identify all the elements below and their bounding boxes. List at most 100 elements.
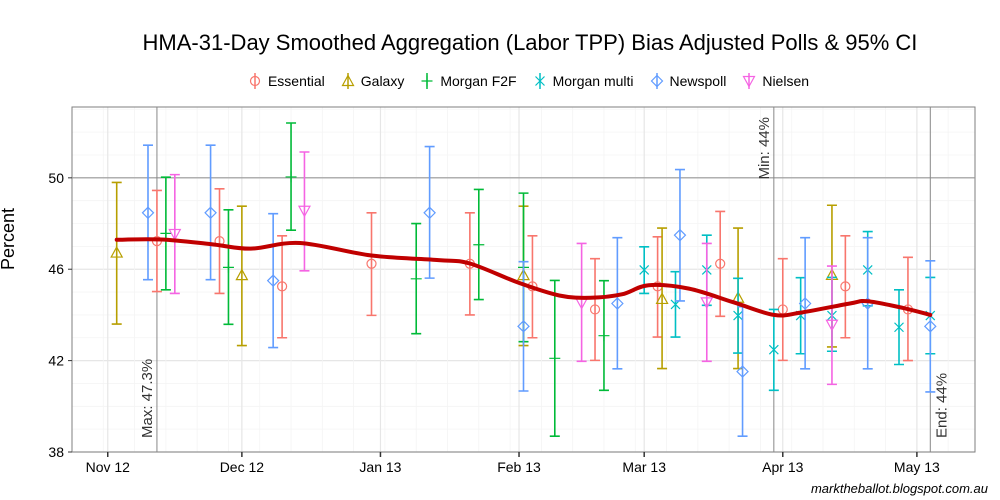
data-point [894, 288, 905, 366]
error-bar [299, 151, 310, 272]
smoothed-trend-line [114, 237, 933, 318]
data-point [168, 173, 182, 295]
point-marker [894, 322, 904, 333]
error-bar [674, 168, 685, 302]
data-point [589, 257, 601, 362]
error-bar [111, 181, 122, 325]
data-point [673, 168, 687, 302]
data-point [235, 205, 249, 347]
point-marker [598, 330, 610, 342]
legend: Essential Galaxy Morgan F2F Morgan multi New… [0, 72, 1000, 90]
data-point [285, 122, 297, 231]
error-bar [800, 236, 811, 370]
data-point [110, 181, 124, 325]
point-marker [768, 344, 779, 355]
chart-title: HMA-31-Day Smoothed Aggregation (Labor T… [142, 30, 918, 55]
y-tick-label: 42 [48, 353, 64, 369]
error-bar [576, 242, 587, 363]
error-bar [840, 235, 851, 339]
point-marker [235, 268, 249, 281]
x-tick-label: Mar 13 [622, 459, 666, 475]
data-point [222, 209, 234, 326]
legend-marker [650, 74, 663, 88]
data-point [777, 257, 788, 362]
error-bar [205, 144, 216, 281]
panel-border [71, 106, 976, 453]
point-marker [423, 206, 436, 220]
point-marker [923, 319, 937, 333]
data-point [840, 235, 851, 339]
legend-key [742, 73, 756, 89]
legend-label: Morgan multi [552, 73, 634, 89]
point-marker [700, 297, 714, 310]
point-marker [798, 297, 812, 310]
series-essential [151, 187, 914, 362]
x-tick-label: May 13 [894, 459, 940, 475]
legend-item: Essential [246, 72, 325, 90]
legend-label: Essential [267, 73, 325, 89]
data-point [141, 144, 155, 281]
data-point [549, 279, 561, 438]
point-marker [141, 206, 155, 220]
error-bar [277, 235, 288, 339]
point-marker [589, 304, 601, 315]
point-marker [736, 365, 749, 378]
y-axis-label: Percent [0, 207, 18, 270]
data-point [795, 276, 806, 355]
x-tick-label: Feb 13 [497, 459, 541, 475]
y-tick-label: 38 [48, 444, 64, 460]
point-marker [366, 258, 377, 269]
data-point [214, 187, 225, 295]
x-tick-label: Jan 13 [359, 459, 401, 475]
annotation-label: Max: 47.3% [139, 359, 156, 438]
error-bar [169, 173, 180, 295]
point-marker [410, 273, 422, 285]
error-bar [366, 211, 377, 317]
x-tick-label: Dec 12 [220, 459, 265, 475]
legend-label: Galaxy [360, 73, 405, 89]
data-point [700, 242, 714, 363]
legend-label: Morgan F2F [440, 73, 517, 89]
data-point [473, 188, 485, 301]
error-bar [701, 242, 712, 363]
series-newspoll [141, 144, 937, 438]
point-marker [222, 261, 234, 273]
legend-label: Nielsen [762, 73, 810, 89]
data-point [798, 236, 812, 370]
point-marker [168, 228, 182, 241]
data-point [266, 212, 280, 349]
point-marker [160, 227, 172, 239]
data-point [733, 277, 744, 354]
point-marker [517, 319, 530, 333]
data-point [768, 308, 779, 392]
error-bar [612, 236, 623, 370]
point-marker [655, 292, 669, 305]
legend-item: Galaxy [339, 72, 405, 90]
legend-marker [534, 76, 545, 86]
series-nielsen [168, 151, 839, 386]
point-marker [639, 264, 650, 275]
error-bar [737, 305, 748, 438]
error-bar [652, 235, 663, 338]
legend-key [249, 73, 261, 89]
error-bar [518, 260, 529, 392]
annotation-label: End: 44% [933, 373, 950, 438]
point-marker [673, 228, 687, 242]
error-bar [142, 144, 153, 281]
footer-credit: marktheballot.blogspot.com.au [810, 481, 988, 496]
legend-marker [421, 75, 433, 87]
x-tick-label: Nov 12 [86, 459, 131, 475]
error-bar [236, 205, 247, 347]
data-point [655, 227, 669, 370]
data-point [825, 265, 839, 386]
point-marker [733, 310, 743, 321]
point-marker [110, 245, 124, 258]
legend-item: Newspoll [648, 72, 727, 90]
legend-marker [249, 75, 261, 87]
legend-label: Newspoll [669, 73, 727, 89]
point-marker [277, 281, 288, 292]
data-point [160, 176, 172, 291]
data-point [670, 270, 681, 338]
data-point [423, 145, 436, 279]
error-bar [657, 227, 668, 370]
